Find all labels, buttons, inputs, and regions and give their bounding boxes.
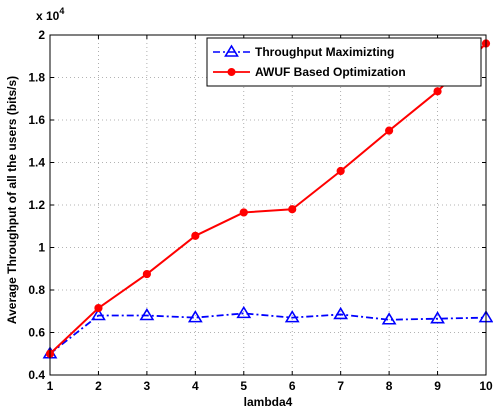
data-point-circle: [385, 126, 394, 135]
x-tick-label: 3: [144, 379, 151, 393]
data-point-circle: [239, 208, 248, 217]
legend-circle-marker-icon: [227, 68, 236, 76]
data-point-triangle: [236, 305, 252, 319]
x-tick-label: 4: [192, 379, 199, 393]
y-axis-label: Average Throughput of all the users (bit…: [5, 76, 19, 324]
series-line: [49, 42, 487, 355]
legend-label-awuf-based-optimization: AWUF Based Optimization: [255, 65, 406, 79]
y-axis-exponent-label: x 104: [36, 6, 64, 23]
exponent-power: 4: [59, 6, 64, 16]
x-tick-label: 6: [289, 379, 296, 393]
data-point-triangle: [333, 306, 349, 320]
legend-triangle-marker-icon: [224, 44, 239, 57]
data-point-triangle: [91, 307, 106, 321]
x-tick-label: 9: [434, 379, 441, 393]
y-tick-label: 1.2: [28, 198, 45, 212]
data-point-triangle: [381, 312, 397, 325]
x-tick-label: 8: [386, 379, 393, 393]
y-tick-label: 1.8: [28, 71, 45, 85]
tick-labels: 1 2 3 4 5 6 7 8 9 10 0.4 0.6 0.8 1 1.2 1.4 1.6 1.8 2: [28, 28, 493, 393]
x-tick-label: 1: [47, 379, 54, 393]
y-tick-label: 0.8: [28, 283, 45, 297]
data-point-circle: [288, 205, 297, 214]
x-tick-label: 7: [337, 379, 344, 393]
y-tick-label: 1.4: [28, 156, 45, 170]
y-tick-label: 1: [38, 241, 45, 255]
legend: Throughput Maximizting AWUF Based Optimi…: [206, 37, 482, 87]
x-tick-label: 10: [479, 379, 493, 393]
data-point-triangle: [139, 307, 155, 321]
legend-label-throughput-maximizting: Throughput Maximizting: [255, 45, 394, 59]
y-tick-label: 2: [38, 28, 45, 42]
x-axis-label: lambda4: [244, 395, 293, 409]
series-awuf-based-optimization: [45, 39, 491, 358]
legend-box: [206, 37, 482, 87]
data-point-triangle: [187, 310, 203, 323]
series-line: [49, 312, 487, 355]
legend-entry-throughput-maximizting: Throughput Maximizting: [213, 44, 394, 59]
tick-marks: [49, 34, 487, 376]
x-tick-label: 5: [240, 379, 247, 393]
series-throughput-maximizting: [42, 305, 493, 359]
data-point-circle: [191, 231, 200, 240]
y-tick-label: 0.4: [28, 368, 45, 382]
y-tick-label: 1.6: [28, 113, 45, 127]
data-point-circle: [142, 269, 151, 279]
data-point-circle: [433, 87, 442, 96]
data-point-triangle: [284, 310, 300, 323]
data-point-circle: [94, 303, 103, 313]
series-layer: [42, 39, 493, 359]
y-tick-label: 0.6: [28, 326, 45, 340]
x-tick-label: 2: [95, 379, 102, 393]
data-point-triangle: [430, 311, 445, 324]
legend-entry-awuf-based-optimization: AWUF Based Optimization: [213, 65, 406, 79]
data-point-circle: [336, 166, 345, 176]
